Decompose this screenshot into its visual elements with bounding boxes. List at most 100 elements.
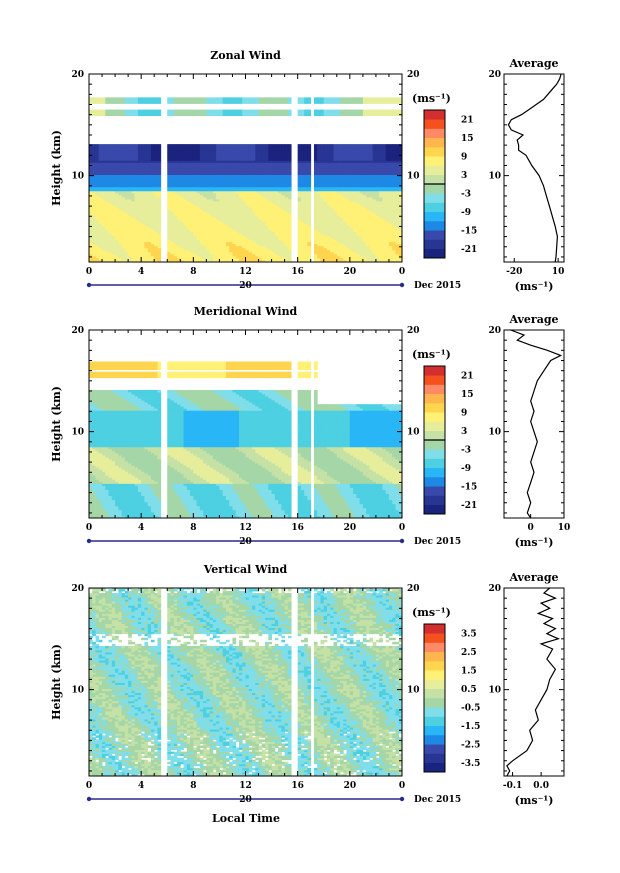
heatmap-cell: [346, 215, 351, 218]
heatmap-cell: [349, 184, 354, 188]
heatmap-cell: [105, 170, 109, 173]
heatmap-cell: [258, 164, 263, 167]
heatmap-cell: [265, 174, 269, 178]
heatmap-cell: [118, 158, 122, 161]
heatmap-cell: [157, 186, 162, 190]
heatmap-cell: [304, 186, 308, 190]
heatmap-cell: [340, 111, 344, 115]
heatmap-cell: [225, 211, 230, 214]
heatmap-cell: [235, 186, 240, 190]
heatmap-cell: [238, 180, 243, 184]
heatmap-cell: [229, 184, 233, 188]
heatmap-cell: [333, 243, 338, 247]
heatmap-cell: [115, 184, 119, 188]
heatmap-cell: [115, 249, 119, 253]
heatmap-cell: [255, 253, 259, 257]
heatmap-cell: [284, 239, 289, 243]
heatmap-cell: [346, 146, 351, 149]
heatmap-cell: [128, 255, 132, 259]
heatmap-cell: [170, 243, 175, 247]
heatmap-cell: [323, 229, 328, 232]
heatmap-cell: [196, 241, 201, 245]
heatmap-cell: [222, 209, 227, 212]
heatmap-cell: [115, 111, 119, 115]
heatmap-cell: [121, 150, 126, 153]
heatmap-cell: [261, 245, 266, 249]
heatmap-cell: [343, 257, 347, 261]
heatmap-cell: [313, 164, 318, 167]
heatmap-cell: [313, 156, 318, 159]
heatmap-cell: [287, 176, 292, 180]
heatmap-cell: [284, 164, 289, 167]
heatmap-cell: [274, 223, 279, 226]
heatmap-cell: [346, 168, 351, 171]
heatmap-cell: [124, 201, 129, 204]
heatmap-cell: [317, 213, 321, 216]
heatmap-cell: [173, 241, 178, 245]
heatmap-cell: [167, 99, 171, 102]
heatmap-cell: [297, 180, 302, 184]
heatmap-cell: [268, 172, 272, 175]
heatmap-cell: [238, 198, 243, 202]
heatmap-cell: [238, 146, 243, 149]
heatmap-cell: [300, 190, 305, 194]
heatmap-cell: [265, 166, 269, 169]
heatmap-cell: [229, 156, 233, 159]
heatmap-cell: [268, 255, 272, 259]
heatmap-cell: [147, 192, 152, 196]
heatmap-cell: [297, 170, 302, 173]
heatmap-cell: [118, 213, 122, 216]
heatmap-cell: [274, 251, 279, 255]
heatmap-cell: [186, 111, 191, 115]
heatmap-cell: [340, 196, 344, 200]
heatmap-cell: [212, 255, 217, 259]
heatmap-cell: [92, 154, 96, 157]
heatmap-cell: [95, 229, 100, 232]
heatmap-cell: [242, 223, 246, 226]
heatmap-cell: [353, 209, 357, 212]
heatmap-cell: [238, 190, 243, 194]
heatmap-cell: [177, 186, 181, 190]
heatmap-cell: [245, 245, 250, 249]
heatmap-cell: [111, 172, 116, 175]
heatmap-cell: [317, 209, 321, 212]
heatmap-cell: [248, 205, 253, 208]
heatmap-cell: [353, 257, 357, 261]
heatmap-cell: [206, 221, 211, 224]
heatmap-cell: [320, 101, 325, 104]
heatmap-cell: [95, 196, 100, 200]
heatmap-cell: [121, 201, 126, 204]
heatmap-cell: [265, 148, 269, 151]
heatmap-cell: [121, 253, 126, 257]
heatmap-cell: [111, 247, 116, 251]
heatmap-cell: [307, 101, 312, 104]
heatmap-cell: [157, 166, 162, 169]
heatmap-cell: [219, 223, 224, 226]
heatmap-cell: [229, 113, 233, 117]
heatmap-cell: [297, 225, 302, 228]
heatmap-cell: [190, 168, 194, 171]
heatmap-cell: [212, 144, 217, 147]
heatmap-cell: [320, 99, 325, 102]
heatmap-cell: [128, 172, 132, 175]
heatmap-cell: [128, 196, 132, 200]
heatmap-cell: [92, 182, 96, 186]
heatmap-cell: [108, 221, 113, 224]
heatmap-cell: [330, 251, 334, 255]
heatmap-cell: [141, 113, 145, 117]
heatmap-cell: [313, 255, 318, 259]
heatmap-cell: [131, 223, 136, 226]
heatmap-cell: [343, 144, 347, 147]
heatmap-cell: [128, 166, 132, 169]
heatmap-cell: [98, 245, 103, 249]
heatmap-cell: [154, 259, 158, 262]
heatmap-cell: [229, 233, 233, 236]
heatmap-cell: [229, 168, 233, 171]
heatmap-cell: [102, 146, 106, 149]
heatmap-cell: [105, 113, 109, 117]
heatmap-cell: [278, 241, 282, 245]
heatmap-cell: [141, 154, 145, 157]
heatmap-cell: [141, 235, 145, 239]
heatmap-cell: [307, 223, 312, 226]
heatmap-cell: [137, 255, 142, 259]
